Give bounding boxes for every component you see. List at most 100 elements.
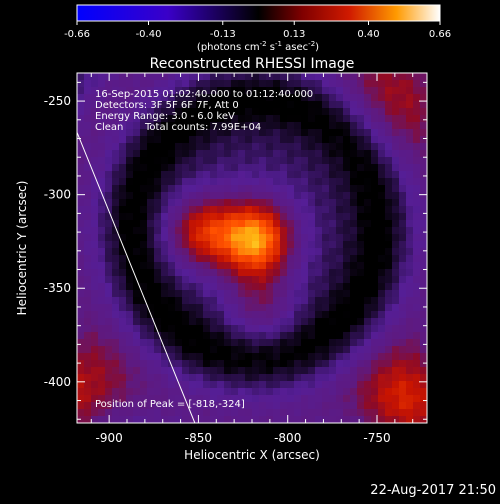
heatmap-cell (315, 213, 323, 221)
heatmap-cell (217, 94, 225, 102)
heatmap-cell (364, 206, 372, 214)
heatmap-cell (245, 346, 253, 354)
heatmap-cell (343, 157, 351, 165)
heatmap-cell (315, 409, 323, 417)
heatmap-cell (315, 269, 323, 277)
heatmap-cell (273, 136, 281, 144)
heatmap-cell (238, 248, 246, 256)
heatmap-cell (399, 136, 407, 144)
heatmap-cell (182, 101, 190, 109)
heatmap-cell (301, 248, 309, 256)
heatmap-cell (273, 101, 281, 109)
heatmap-cell (126, 150, 134, 158)
heatmap-cell (357, 325, 365, 333)
heatmap-cell (266, 101, 274, 109)
heatmap-cell (245, 339, 253, 347)
heatmap-cell (266, 297, 274, 305)
heatmap-cell (196, 290, 204, 298)
heatmap-cell (77, 332, 85, 340)
heatmap-cell (147, 374, 155, 382)
heatmap-cell (133, 101, 141, 109)
heatmap-cell (175, 199, 183, 207)
heatmap-cell (154, 227, 162, 235)
heatmap-cell (399, 374, 407, 382)
heatmap-cell (259, 374, 267, 382)
heatmap-cell (154, 143, 162, 151)
heatmap-cell (196, 101, 204, 109)
heatmap-cell (364, 129, 372, 137)
heatmap-cell (420, 157, 427, 165)
heatmap-cell (161, 297, 169, 305)
heatmap-cell (84, 234, 92, 242)
heatmap-cell (217, 157, 225, 165)
heatmap-cell (168, 73, 176, 81)
heatmap-cell (371, 192, 379, 200)
heatmap-cell (259, 122, 267, 130)
heatmap-cell (133, 381, 141, 389)
heatmap-cell (385, 339, 393, 347)
heatmap-cell (126, 255, 134, 263)
heatmap-cell (126, 206, 134, 214)
heatmap-cell (350, 304, 358, 312)
heatmap-cell (315, 332, 323, 340)
heatmap-cell (196, 220, 204, 228)
heatmap-cell (273, 115, 281, 123)
heatmap-cell (273, 80, 281, 88)
heatmap-cell (406, 136, 414, 144)
heatmap-cell (385, 297, 393, 305)
heatmap-cell (161, 248, 169, 256)
heatmap-cell (126, 360, 134, 368)
heatmap-cell (154, 206, 162, 214)
heatmap-cell (105, 122, 113, 130)
heatmap-cell (259, 129, 267, 137)
heatmap-cell (91, 234, 99, 242)
heatmap-cell (378, 185, 386, 193)
heatmap-cell (287, 164, 295, 172)
heatmap-cell (308, 304, 316, 312)
heatmap-cell (91, 409, 99, 417)
heatmap-cell (84, 213, 92, 221)
heatmap-cell (147, 150, 155, 158)
heatmap-cell (112, 353, 120, 361)
heatmap-cell (357, 409, 365, 417)
heatmap-cell (98, 220, 106, 228)
heatmap-cell (329, 388, 337, 396)
heatmap-cell (280, 381, 288, 389)
heatmap-cell (392, 297, 400, 305)
heatmap-cell (378, 332, 386, 340)
heatmap-cell (245, 388, 253, 396)
heatmap-cell (378, 227, 386, 235)
heatmap-cell (154, 115, 162, 123)
heatmap-cell (315, 87, 323, 95)
heatmap-cell (294, 199, 302, 207)
heatmap-cell (140, 150, 148, 158)
heatmap-cell (119, 269, 127, 277)
heatmap-cell (392, 276, 400, 284)
heatmap-cell (371, 346, 379, 354)
heatmap-cell (350, 276, 358, 284)
heatmap-cell (357, 185, 365, 193)
heatmap-cell (189, 227, 197, 235)
heatmap-cell (133, 206, 141, 214)
heatmap-cell (385, 101, 393, 109)
heatmap-cell (406, 332, 414, 340)
heatmap-cell (252, 248, 260, 256)
heatmap-cell (182, 87, 190, 95)
heatmap-cell (196, 122, 204, 130)
heatmap-cell (105, 374, 113, 382)
heatmap-cell (119, 136, 127, 144)
colorbar-tick-label: 0.13 (283, 29, 305, 40)
heatmap-cell (280, 80, 288, 88)
heatmap-cell (420, 171, 427, 179)
heatmap-cell (168, 402, 176, 410)
heatmap-cell (420, 241, 427, 249)
heatmap-cell (350, 213, 358, 221)
heatmap-cell (210, 339, 218, 347)
heatmap-cell (385, 346, 393, 354)
heatmap-cell (301, 388, 309, 396)
heatmap-cell (98, 311, 106, 319)
heatmap-cell (266, 248, 274, 256)
heatmap-cell (301, 199, 309, 207)
heatmap-cell (91, 255, 99, 263)
heatmap-cell (301, 87, 309, 95)
